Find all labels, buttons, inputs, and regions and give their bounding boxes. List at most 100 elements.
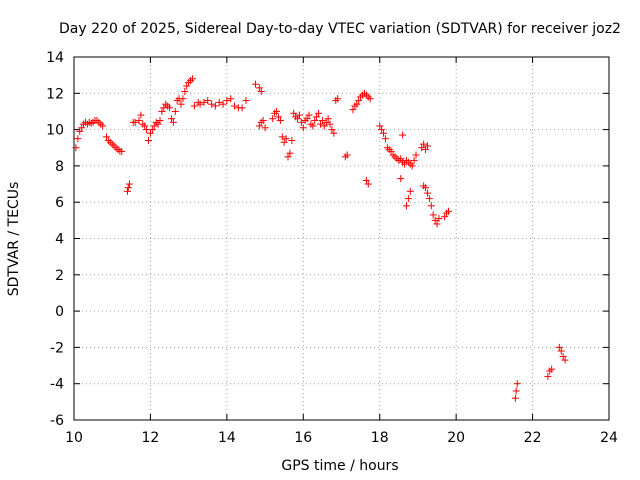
data-point <box>435 215 443 223</box>
data-point <box>334 95 342 103</box>
data-point <box>295 111 303 119</box>
data-point <box>259 117 267 125</box>
data-point <box>257 118 265 126</box>
data-point <box>208 100 216 108</box>
data-point <box>124 187 131 195</box>
data-point <box>152 118 160 126</box>
data-point <box>351 102 359 110</box>
data-point <box>412 151 420 159</box>
data-point <box>546 367 554 375</box>
data-point <box>423 189 431 197</box>
data-point <box>362 91 370 99</box>
data-point <box>303 115 311 123</box>
data-point <box>271 109 279 117</box>
data-point <box>273 107 281 115</box>
data-point <box>280 138 288 146</box>
data-point <box>196 100 204 108</box>
data-point <box>322 118 330 126</box>
data-point <box>313 113 321 121</box>
data-point <box>211 102 219 110</box>
data-point <box>131 118 139 126</box>
data-point <box>276 117 284 125</box>
data-point <box>429 211 437 219</box>
x-tick-label: 22 <box>524 430 542 446</box>
y-tick-label: 4 <box>55 232 64 248</box>
data-point <box>154 120 162 128</box>
data-point <box>112 144 120 152</box>
data-point <box>343 151 351 159</box>
data-point <box>286 149 294 157</box>
data-point <box>431 216 439 224</box>
data-point <box>441 213 449 221</box>
data-point <box>97 120 105 128</box>
data-point <box>106 138 114 146</box>
data-point <box>364 93 372 101</box>
data-point <box>418 144 426 152</box>
y-tick-label: -2 <box>50 340 64 356</box>
data-point <box>299 124 307 132</box>
data-point <box>410 156 418 164</box>
data-point <box>282 135 290 143</box>
data-point <box>399 131 407 139</box>
data-point <box>292 113 300 121</box>
data-point <box>326 120 334 128</box>
data-point <box>559 352 567 360</box>
data-point <box>364 180 372 188</box>
data-point <box>297 118 305 126</box>
grid-lines <box>74 57 609 420</box>
data-point <box>311 117 319 125</box>
data-point <box>227 95 235 103</box>
data-point <box>433 220 441 228</box>
data-point <box>307 120 315 128</box>
data-point <box>83 120 91 128</box>
y-tick-label: 8 <box>55 159 64 175</box>
data-point <box>406 160 414 168</box>
data-point <box>422 146 430 154</box>
data-point <box>378 126 386 134</box>
data-point <box>397 175 405 183</box>
data-point <box>423 142 431 150</box>
data-point <box>332 97 340 105</box>
data-point <box>380 129 388 137</box>
data-point <box>290 109 298 117</box>
x-tick-label: 10 <box>65 430 83 446</box>
data-point <box>362 176 370 184</box>
data-point <box>385 146 393 154</box>
data-point <box>183 82 191 90</box>
x-tick-label: 20 <box>447 430 465 446</box>
data-point <box>420 140 428 148</box>
data-point <box>164 102 172 110</box>
y-tick-label: 6 <box>55 195 64 211</box>
data-point <box>389 151 397 159</box>
data-point <box>231 102 238 110</box>
data-point <box>324 115 332 123</box>
data-points <box>72 75 569 402</box>
data-point <box>158 107 166 115</box>
data-point <box>173 97 181 105</box>
data-point <box>269 115 277 123</box>
data-point <box>74 135 82 143</box>
data-point <box>156 117 164 125</box>
data-point <box>114 146 122 154</box>
data-point <box>171 107 179 115</box>
data-point <box>511 394 519 402</box>
data-point <box>349 106 357 114</box>
data-point <box>204 97 212 105</box>
data-point <box>318 117 326 125</box>
data-point <box>366 95 374 103</box>
data-point <box>557 347 565 355</box>
data-point <box>118 147 126 155</box>
data-point <box>261 124 269 132</box>
data-point <box>402 156 410 164</box>
chart-title: Day 220 of 2025, Sidereal Day-to-day VTE… <box>59 21 621 37</box>
data-point <box>284 153 292 161</box>
data-point <box>544 372 552 380</box>
data-point <box>357 93 365 101</box>
data-point <box>102 133 110 141</box>
data-point <box>104 136 112 144</box>
data-point <box>255 122 263 130</box>
data-point <box>108 140 116 148</box>
data-point <box>315 109 323 117</box>
